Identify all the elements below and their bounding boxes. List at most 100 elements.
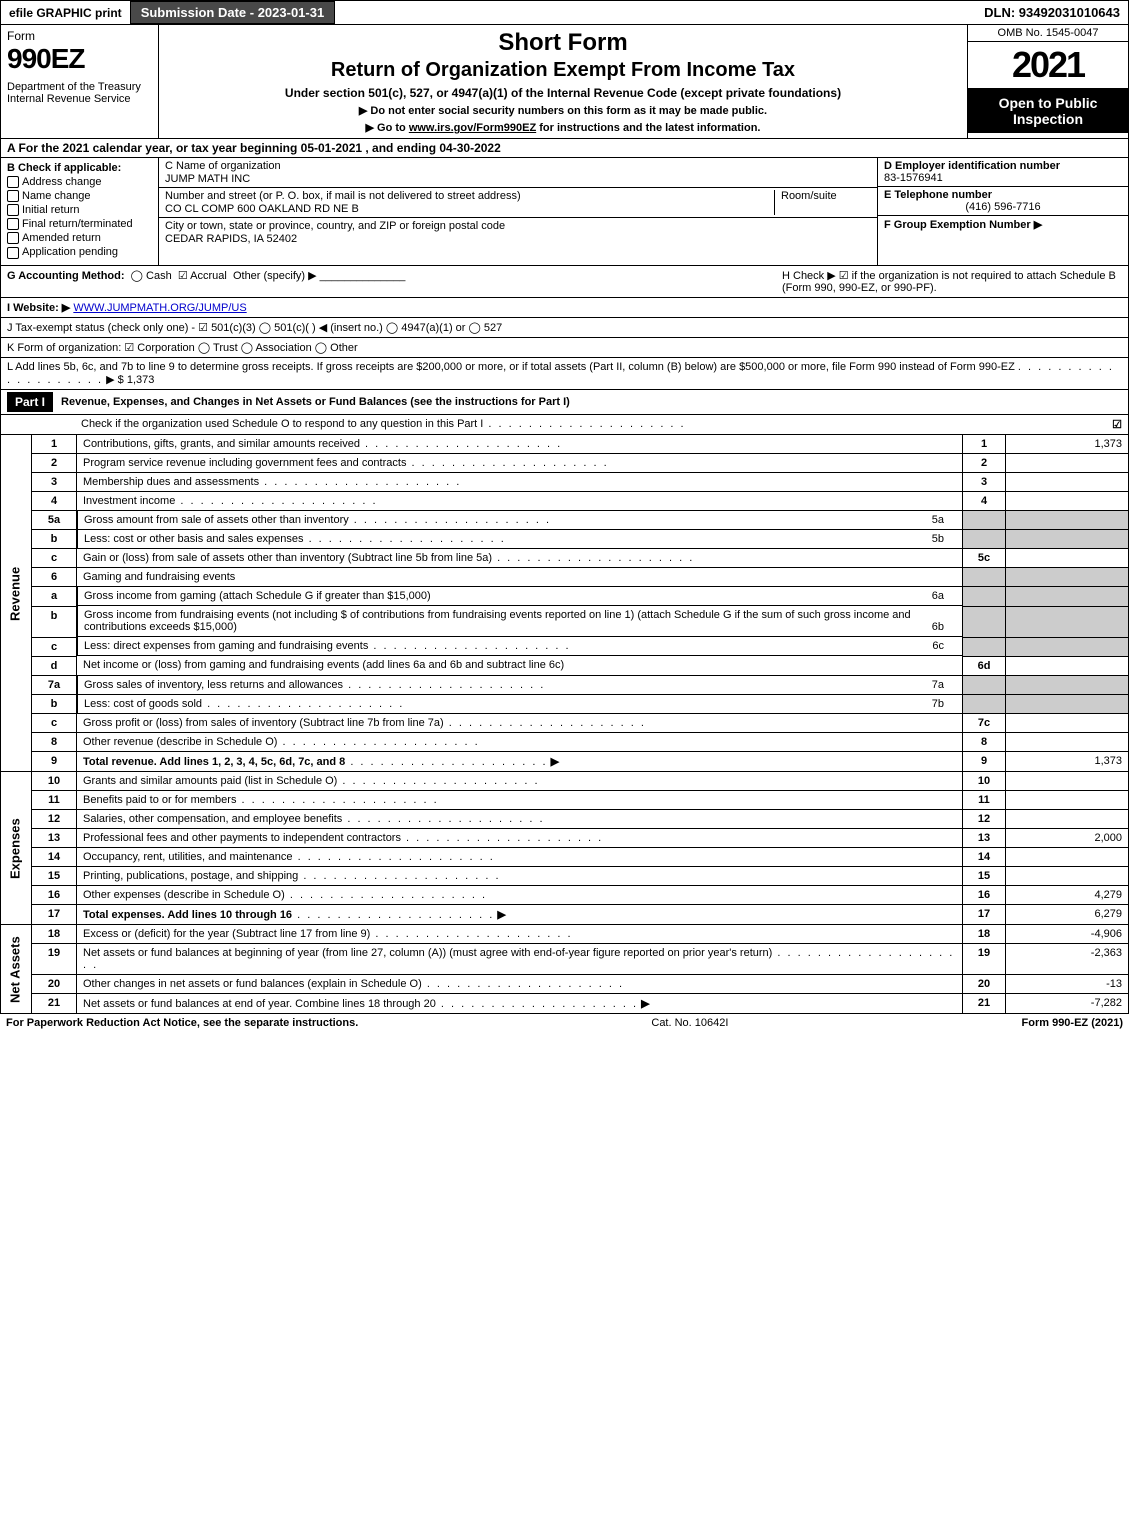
tel-row: E Telephone number (416) 596-7716	[878, 187, 1128, 216]
line-7a: 7a Gross sales of inventory, less return…	[1, 675, 1129, 695]
title-return: Return of Organization Exempt From Incom…	[165, 59, 961, 82]
form-header: Form 990EZ Department of the Treasury In…	[0, 25, 1129, 139]
tel-value: (416) 596-7716	[884, 201, 1122, 213]
room-label: Room/suite	[781, 190, 871, 202]
footer-mid: Cat. No. 10642I	[651, 1017, 728, 1029]
line-11: 11 Benefits paid to or for members 11	[1, 791, 1129, 810]
instruction-goto: ▶ Go to www.irs.gov/Form990EZ for instru…	[165, 121, 961, 134]
row-j: J Tax-exempt status (check only one) - ☑…	[0, 318, 1129, 338]
part1-check-row: Check if the organization used Schedule …	[0, 415, 1129, 435]
row-k: K Form of organization: ☑ Corporation ◯ …	[0, 338, 1129, 358]
line-1-value: 1,373	[1006, 435, 1129, 454]
line-21: 21 Net assets or fund balances at end of…	[1, 994, 1129, 1014]
col-c: C Name of organization JUMP MATH INC Num…	[159, 158, 877, 265]
part1-label: Part I	[7, 392, 53, 412]
city-label: City or town, state or province, country…	[165, 220, 505, 232]
lines-table: Revenue 1 Contributions, gifts, grants, …	[0, 435, 1129, 1015]
line-19: 19 Net assets or fund balances at beginn…	[1, 944, 1129, 975]
line-17-value: 6,279	[1006, 905, 1129, 925]
street-row: Number and street (or P. O. box, if mail…	[159, 188, 877, 218]
line-10: Expenses 10 Grants and similar amounts p…	[1, 772, 1129, 791]
line-18: Net Assets 18 Excess or (deficit) for th…	[1, 925, 1129, 944]
ein-label: D Employer identification number	[884, 160, 1122, 172]
part1-title: Revenue, Expenses, and Changes in Net As…	[61, 396, 570, 408]
line-18-value: -4,906	[1006, 925, 1129, 944]
line-17: 17 Total expenses. Add lines 10 through …	[1, 905, 1129, 925]
line-1: Revenue 1 Contributions, gifts, grants, …	[1, 435, 1129, 454]
line-9: 9 Total revenue. Add lines 1, 2, 3, 4, 5…	[1, 752, 1129, 772]
open-to-public: Open to Public Inspection	[968, 89, 1128, 133]
irs-link[interactable]: www.irs.gov/Form990EZ	[409, 122, 536, 134]
header-mid: Short Form Return of Organization Exempt…	[159, 25, 967, 138]
line-9-value: 1,373	[1006, 752, 1129, 772]
cb-initial-return[interactable]: Initial return	[7, 204, 152, 216]
line-13: 13 Professional fees and other payments …	[1, 829, 1129, 848]
ein-row: D Employer identification number 83-1576…	[878, 158, 1128, 187]
line-6c: c Less: direct expenses from gaming and …	[1, 637, 1129, 656]
street-value: CO CL COMP 600 OAKLAND RD NE B	[165, 203, 774, 215]
street-label: Number and street (or P. O. box, if mail…	[165, 190, 774, 202]
side-revenue: Revenue	[1, 435, 32, 752]
submission-date: Submission Date - 2023-01-31	[130, 1, 336, 24]
form-number: 990EZ	[7, 43, 152, 75]
footer-left: For Paperwork Reduction Act Notice, see …	[6, 1017, 358, 1029]
row-g: G Accounting Method: ◯ Cash ☑ Accrual Ot…	[7, 269, 405, 294]
line-14: 14 Occupancy, rent, utilities, and maint…	[1, 848, 1129, 867]
part1-checkmark: ☑	[1112, 418, 1122, 431]
line-7c: c Gross profit or (loss) from sales of i…	[1, 714, 1129, 733]
footer-right: Form 990-EZ (2021)	[1022, 1017, 1123, 1029]
line-8: 8 Other revenue (describe in Schedule O)…	[1, 733, 1129, 752]
instruction-ssn: ▶ Do not enter social security numbers o…	[165, 104, 961, 117]
org-name-value: JUMP MATH INC	[165, 173, 871, 185]
row-h: H Check ▶ ☑ if the organization is not r…	[782, 269, 1122, 294]
line-13-value: 2,000	[1006, 829, 1129, 848]
row-gh: G Accounting Method: ◯ Cash ☑ Accrual Ot…	[0, 266, 1129, 298]
section-bcdef: B Check if applicable: Address change Na…	[0, 158, 1129, 266]
line-20-value: -13	[1006, 975, 1129, 994]
city-row: City or town, state or province, country…	[159, 218, 877, 265]
line-16-value: 4,279	[1006, 886, 1129, 905]
ein-value: 83-1576941	[884, 172, 1122, 184]
col-b: B Check if applicable: Address change Na…	[1, 158, 159, 265]
line-2: 2 Program service revenue including gove…	[1, 453, 1129, 472]
top-bar: efile GRAPHIC print Submission Date - 20…	[0, 0, 1129, 25]
tel-label: E Telephone number	[884, 189, 1122, 201]
org-name-row: C Name of organization JUMP MATH INC	[159, 158, 877, 188]
dln: DLN: 93492031010643	[984, 5, 1128, 20]
line-6: 6 Gaming and fundraising events	[1, 568, 1129, 587]
line-20: 20 Other changes in net assets or fund b…	[1, 975, 1129, 994]
row-l: L Add lines 5b, 6c, and 7b to line 9 to …	[0, 358, 1129, 390]
line-5b: b Less: cost or other basis and sales ex…	[1, 530, 1129, 549]
header-right: OMB No. 1545-0047 2021 Open to Public In…	[967, 25, 1128, 138]
side-expenses: Expenses	[1, 772, 32, 925]
line-12: 12 Salaries, other compensation, and emp…	[1, 810, 1129, 829]
footer: For Paperwork Reduction Act Notice, see …	[0, 1014, 1129, 1032]
cb-address-change[interactable]: Address change	[7, 176, 152, 188]
cb-application-pending[interactable]: Application pending	[7, 246, 152, 258]
line-6d: d Net income or (loss) from gaming and f…	[1, 656, 1129, 675]
org-name-label: C Name of organization	[165, 160, 871, 172]
cb-final-return[interactable]: Final return/terminated	[7, 218, 152, 230]
line-16: 16 Other expenses (describe in Schedule …	[1, 886, 1129, 905]
part1-header-row: Part I Revenue, Expenses, and Changes in…	[0, 390, 1129, 415]
cb-amended-return[interactable]: Amended return	[7, 232, 152, 244]
row-l-amount: ▶ $ 1,373	[106, 374, 154, 386]
form-word: Form	[7, 29, 152, 43]
department: Department of the Treasury Internal Reve…	[7, 81, 152, 105]
line-3: 3 Membership dues and assessments 3	[1, 472, 1129, 491]
line-19-value: -2,363	[1006, 944, 1129, 975]
row-i: I Website: ▶ WWW.JUMPMATH.ORG/JUMP/US	[0, 298, 1129, 318]
line-6a: a Gross income from gaming (attach Sched…	[1, 587, 1129, 607]
line-15: 15 Printing, publications, postage, and …	[1, 867, 1129, 886]
line-4: 4 Investment income 4	[1, 491, 1129, 510]
col-b-label: B Check if applicable:	[7, 162, 152, 174]
header-left: Form 990EZ Department of the Treasury In…	[1, 25, 159, 138]
group-exemption-label: F Group Exemption Number ▶	[884, 218, 1122, 231]
cb-name-change[interactable]: Name change	[7, 190, 152, 202]
line-21-value: -7,282	[1006, 994, 1129, 1014]
side-netassets: Net Assets	[1, 925, 32, 1014]
city-value: CEDAR RAPIDS, IA 52402	[165, 233, 505, 245]
group-exemption-row: F Group Exemption Number ▶	[878, 216, 1128, 265]
col-def: D Employer identification number 83-1576…	[877, 158, 1128, 265]
website-link[interactable]: WWW.JUMPMATH.ORG/JUMP/US	[73, 302, 246, 314]
